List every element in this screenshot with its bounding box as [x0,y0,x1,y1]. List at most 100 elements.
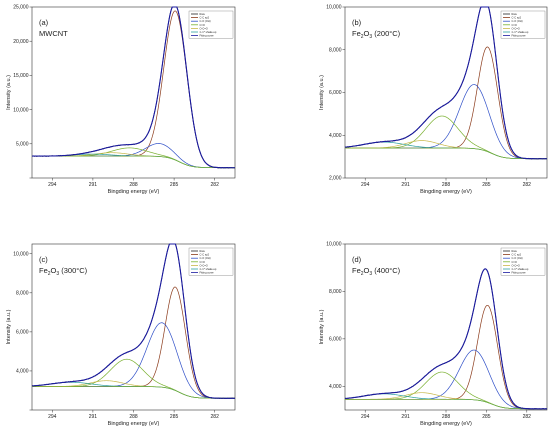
fitting-curve-line [344,268,547,410]
x-axis-label: Bingding energy (eV) [420,421,472,427]
legend-entry: O-C=O [200,26,208,30]
x-tick-label: 294 [361,182,370,188]
x-axis-label: Bingding energy (eV) [420,189,472,195]
sample-label: Fe2O3 (400°C) [352,266,401,277]
legend-entry: Fitting curve [200,34,215,38]
legend-entry: π-π* shake-up [512,30,529,34]
legend-entry: O-C=O [512,26,520,30]
legend-entry: Raw [512,249,517,253]
y-tick-label: 6,000 [329,90,342,96]
legend-entry: C-O (OH) [512,19,523,23]
y-tick-label: 4,000 [16,369,29,375]
x-axis-label: Bingding energy (eV) [108,421,160,427]
y-axis-label: Intensity (a.u.) [6,75,12,110]
fitting-curve-line [344,6,547,160]
chart-panel-b: 294 291 288 285 282 2,000 4,000 6,000 8,000 10,00… [319,5,548,195]
y-tick-label: 25,000 [13,5,29,11]
y-tick-label: 20,000 [13,39,29,45]
legend-entry: C-O (OH) [512,256,523,260]
chart-panel-a: 294 291 288 285 282 5,000 10,000 15,000 20,000 25… [6,5,236,195]
x-tick-label: 285 [170,182,179,188]
y-tick-label: 10,000 [13,251,29,257]
y-axis-label: Intensity (a.u.) [319,309,325,344]
background-line [345,147,547,160]
legend-entry: C=O [512,23,517,27]
legend-entry: C-C sp2 [512,16,522,20]
legend-entry: O-C=O [200,263,208,267]
peak-c-c-sp2 [32,286,235,399]
x-tick-label: 285 [170,414,179,420]
x-tick-label: 282 [523,182,532,188]
x-tick-label: 294 [361,414,370,420]
background-line [345,399,547,410]
y-tick-label: 10,000 [326,242,342,248]
sample-label: Fe2O3 (300°C) [39,266,88,277]
y-tick-label: 4,000 [329,384,342,390]
legend-entry: Raw [512,12,517,16]
legend-entry: C=O [512,260,517,264]
legend-entry: C-O (OH) [200,19,211,23]
x-tick-label: 285 [482,182,491,188]
fitting-curve-line [31,243,235,399]
legend-entry: π-π* shake-up [200,267,217,271]
legend-entry: C=O [200,260,205,264]
y-tick-label: 2,000 [329,176,342,182]
y-tick-label: 10,000 [326,5,342,11]
peak-o-c-o [32,152,235,169]
x-tick-label: 288 [129,414,138,420]
x-tick-label: 288 [129,182,138,188]
peak-c-o [32,147,235,169]
x-tick-label: 282 [211,182,220,188]
y-axis-label: Intensity (a.u.) [6,309,12,344]
x-tick-label: 294 [48,414,57,420]
y-tick-label: 8,000 [16,291,29,297]
legend-entry: O-C=O [512,263,520,267]
panel-label: (a) [39,18,49,27]
x-tick-label: 288 [442,414,451,420]
panel-label: (d) [352,255,362,264]
y-tick-label: 8,000 [329,47,342,53]
y-tick-label: 10,000 [13,107,29,113]
y-axis-label: Intensity (a.u.) [319,75,325,110]
sample-label: Fe2O3 (200°C) [352,29,401,40]
legend-entry: π-π* shake-up [512,267,529,271]
y-tick-label: 6,000 [16,330,29,336]
legend-entry: Fitting curve [512,271,527,275]
panel-label: (c) [39,255,48,264]
peak-c-o-oh- [32,322,235,399]
legend-entry: Raw [200,12,205,16]
x-tick-label: 291 [401,182,410,188]
chart-panel-d: 294 291 288 285 282 4,000 6,000 8,000 10,000 Bing… [319,242,548,427]
x-axis-label: Bingding energy (eV) [108,189,160,195]
legend-entry: C-C sp2 [200,253,210,257]
legend-entry: π-π* shake-up [200,30,217,34]
y-tick-label: 8,000 [329,289,342,295]
legend-entry: C-C sp2 [200,16,210,20]
legend-entry: C-C sp2 [512,253,522,257]
legend-entry: Fitting curve [512,34,527,38]
raw-data-line [344,268,548,410]
x-tick-label: 294 [48,182,57,188]
fitting-curve-line [32,6,235,169]
x-tick-label: 291 [401,414,410,420]
x-tick-label: 282 [523,414,532,420]
y-tick-label: 5,000 [16,142,29,148]
chart-panel-c: 294 291 288 285 282 4,000 6,000 8,000 10,000 Bing… [6,243,236,427]
y-tick-label: 15,000 [13,73,29,79]
x-tick-label: 282 [211,414,220,420]
peak-c-o [345,371,547,410]
x-tick-label: 291 [89,182,98,188]
x-tick-label: 291 [89,414,98,420]
x-tick-label: 288 [442,182,451,188]
x-tick-label: 285 [482,414,491,420]
peak-c-o [32,358,235,399]
peak-c-o-oh- [345,349,547,410]
background-line [32,155,235,169]
legend-entry: Fitting curve [200,271,215,275]
